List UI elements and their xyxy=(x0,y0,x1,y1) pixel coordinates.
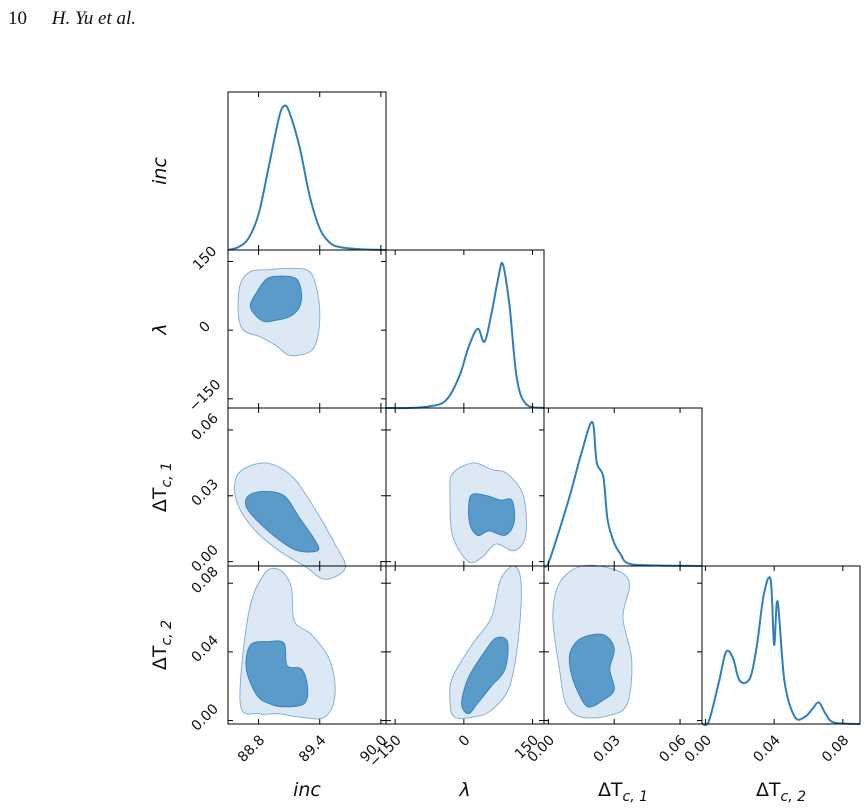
joint-panel-1 xyxy=(234,462,346,580)
x-tick-label: 88.8 xyxy=(235,732,268,765)
y-tick-label: 0.06 xyxy=(188,410,221,443)
y-axis-label-0: inc xyxy=(149,157,171,185)
panel-frame xyxy=(543,407,703,567)
contour-inner xyxy=(245,640,309,708)
x-axis-label-2: ΔTc, 1 xyxy=(598,779,648,805)
y-tick-label: 0.04 xyxy=(188,632,221,665)
x-axis-label-3: ΔTc, 2 xyxy=(756,779,806,805)
contour-inner xyxy=(568,633,615,708)
x-axis-label-1: λ xyxy=(458,779,470,801)
contour-inner xyxy=(468,493,516,536)
contour-inner xyxy=(461,636,509,715)
marginal-curve-1 xyxy=(385,261,545,410)
y-axis-label-2: ΔTc, 1 xyxy=(149,462,175,512)
page-header: 10 H. Yu et al. xyxy=(8,8,136,30)
y-tick-label: 150 xyxy=(190,244,220,274)
y-axis-label-3: ΔTc, 2 xyxy=(149,620,175,670)
panel-frame xyxy=(385,249,545,409)
contour-inner xyxy=(245,490,320,553)
joint-panel-2 xyxy=(239,567,336,720)
x-tick-label: 0.00 xyxy=(682,732,715,765)
panel-frame xyxy=(701,565,861,725)
x-tick-label: 0.08 xyxy=(819,732,852,765)
joint-panel-3 xyxy=(449,462,527,564)
y-axis-label-1: λ xyxy=(149,323,171,335)
x-tick-label: 0.03 xyxy=(590,732,623,765)
x-tick-label: 89.4 xyxy=(296,732,329,765)
contour-inner xyxy=(249,275,303,323)
joint-panel-0 xyxy=(237,267,321,357)
y-tick-label: 0 xyxy=(196,319,214,337)
marginal-curve-0 xyxy=(227,104,387,251)
joint-panel-5 xyxy=(552,564,633,719)
y-tick-label: 0.00 xyxy=(188,701,221,734)
y-tick-label: 0.03 xyxy=(188,476,221,509)
joint-panel-4 xyxy=(449,565,522,719)
running-authors: H. Yu et al. xyxy=(51,8,137,29)
contour-outer xyxy=(449,565,522,719)
marginal-curve-3 xyxy=(701,576,861,727)
marginal-curve-2 xyxy=(543,420,703,568)
x-tick-label: 0 xyxy=(456,732,474,750)
panel-frame xyxy=(227,91,387,251)
x-tick-label: 0.04 xyxy=(750,732,783,765)
x-axis-label-0: inc xyxy=(293,779,321,801)
page-number: 10 xyxy=(8,8,27,29)
x-tick-label: 0.06 xyxy=(656,732,689,765)
y-tick-label: −150 xyxy=(186,377,225,416)
